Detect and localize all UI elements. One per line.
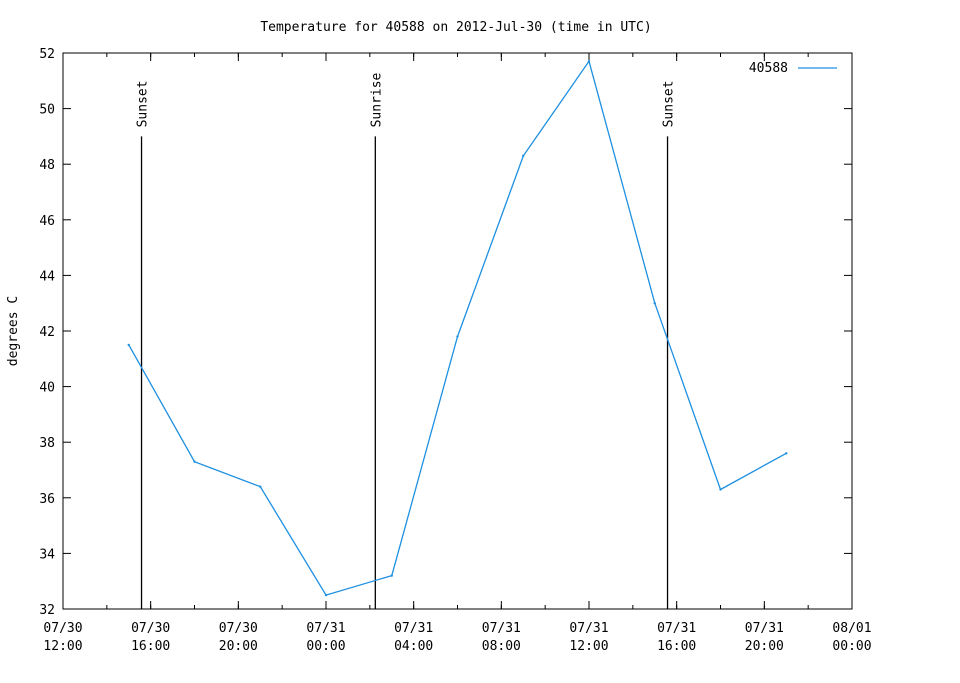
x-axis-ticks: 07/30 12:00 07/30 16:00 07/30 20:00 07/31 00:00… — [43, 53, 872, 654]
x-tick-label-time: 12:00 — [43, 639, 82, 654]
data-point — [456, 335, 459, 338]
x-tick-label-time: 12:00 — [569, 639, 608, 654]
x-tick-label-date: 08/01 — [832, 621, 871, 636]
legend: 40588 — [749, 61, 837, 76]
series-layer — [127, 59, 788, 597]
data-point — [587, 60, 591, 63]
data-point — [719, 488, 722, 491]
y-tick-label: 36 — [39, 492, 55, 507]
x-tick-label-date: 07/31 — [745, 621, 784, 636]
x-tick-label-time: 16:00 — [131, 639, 170, 654]
x-tick-label-time: 20:00 — [745, 639, 784, 654]
y-tick-label: 50 — [39, 103, 55, 118]
x-tick-label-date: 07/31 — [482, 621, 521, 636]
x-tick-label-time: 16:00 — [657, 639, 696, 654]
data-point — [324, 593, 328, 597]
x-tick-label-date: 07/31 — [394, 621, 433, 636]
x-tick-label-time: 04:00 — [394, 639, 433, 654]
y-axis-label: degrees C — [6, 296, 21, 366]
x-tick-label-time: 00:00 — [832, 639, 871, 654]
data-point — [785, 452, 788, 455]
legend-entry-label: 40588 — [749, 61, 788, 76]
data-point — [193, 460, 196, 463]
y-axis-ticks: 32 34 36 38 40 42 44 46 48 50 52 — [39, 47, 852, 618]
series-line-40588 — [128, 59, 787, 596]
x-tick-label-date: 07/30 — [43, 621, 82, 636]
sunset-marker-label: Sunset — [662, 80, 677, 127]
y-tick-label: 42 — [39, 325, 55, 340]
y-tick-label: 34 — [39, 547, 55, 562]
x-tick-label-date: 07/31 — [657, 621, 696, 636]
y-tick-label: 40 — [39, 381, 55, 396]
x-tick-label-time: 00:00 — [306, 639, 345, 654]
chart-title: Temperature for 40588 on 2012-Jul-30 (ti… — [260, 20, 651, 35]
data-point — [390, 574, 393, 577]
y-tick-label: 46 — [39, 214, 55, 229]
y-tick-label: 32 — [39, 603, 55, 618]
y-tick-label: 48 — [39, 158, 55, 173]
x-tick-label-date: 07/31 — [306, 621, 345, 636]
x-tick-label-date: 07/30 — [219, 621, 258, 636]
x-tick-label-date: 07/31 — [569, 621, 608, 636]
y-tick-label: 44 — [39, 269, 55, 284]
data-point — [653, 302, 656, 305]
plot-area-frame — [62, 52, 853, 610]
sunset-marker-label: Sunset — [136, 80, 151, 127]
y-tick-label: 38 — [39, 436, 55, 451]
x-tick-label-time: 08:00 — [482, 639, 521, 654]
x-tick-label-date: 07/30 — [131, 621, 170, 636]
x-tick-label-time: 20:00 — [219, 639, 258, 654]
sun-event-markers: Sunset Sunrise Sunset — [136, 72, 677, 609]
y-tick-label: 52 — [39, 47, 55, 62]
sunrise-marker-label: Sunrise — [369, 72, 384, 127]
data-point — [259, 485, 262, 488]
data-point — [522, 154, 525, 158]
data-point — [127, 343, 130, 347]
